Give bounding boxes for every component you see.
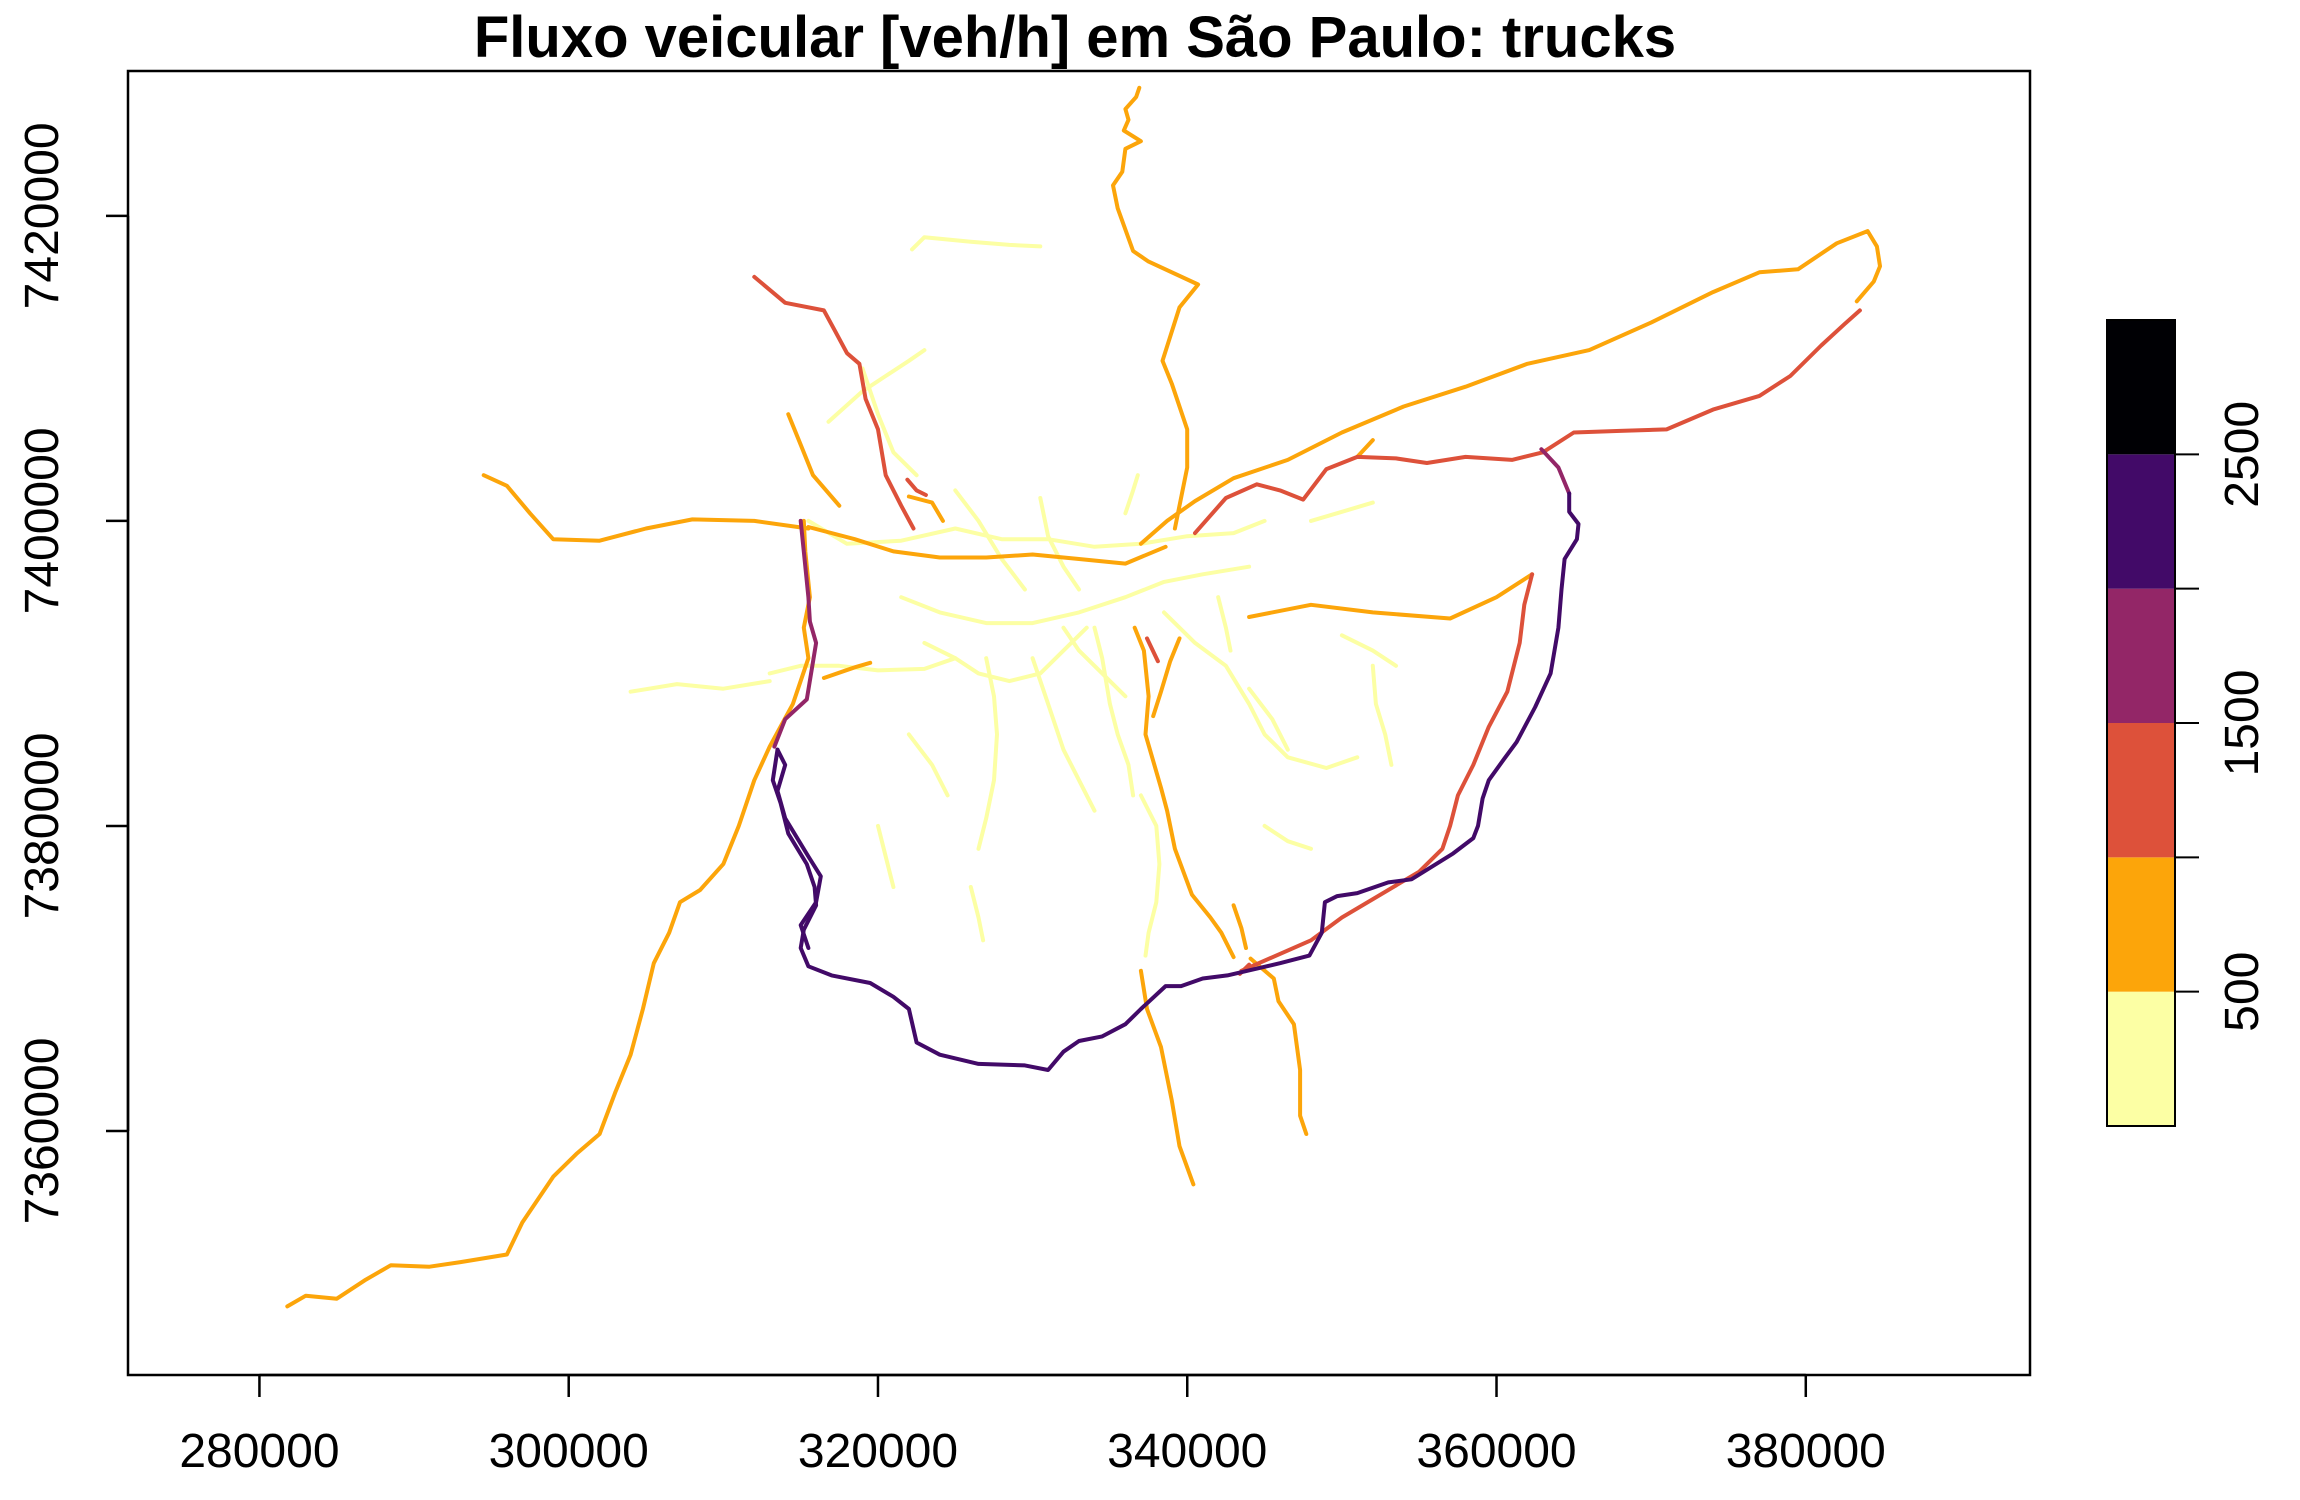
road-segment — [1123, 473, 1140, 516]
road-segment — [1145, 636, 1160, 664]
road-segment — [1162, 610, 1360, 770]
road-segment — [1030, 656, 1097, 813]
road-segment — [1239, 572, 1535, 973]
legend-tick-label: 500 — [2216, 952, 2269, 1032]
road-segment — [1231, 903, 1248, 950]
y-tick-label: 7380000 — [16, 733, 69, 920]
road-segment — [1540, 308, 1862, 455]
y-tick-label: 7420000 — [16, 122, 69, 309]
road-segment — [1247, 686, 1290, 752]
legend-color-bin — [2107, 320, 2175, 455]
roads-layer — [285, 85, 1882, 1309]
road-segment — [806, 525, 1168, 566]
road-segment — [821, 660, 873, 680]
legend-color-bin — [2107, 454, 2175, 589]
road-segment — [786, 412, 842, 508]
road-segment — [905, 477, 928, 497]
legend-tick-label: 2500 — [2216, 401, 2269, 508]
road-segment — [968, 885, 986, 943]
legend-color-bin — [2107, 723, 2175, 858]
road-segment — [1111, 85, 1201, 531]
x-tick-label: 320000 — [798, 1425, 958, 1478]
road-segment — [922, 625, 1089, 684]
road-segment — [1038, 496, 1081, 592]
legend: 500 1500 2500 — [2106, 319, 2269, 1127]
legend-color-bin — [2107, 588, 2175, 723]
road-segment — [1262, 823, 1313, 851]
legend-tick-label: 1500 — [2216, 670, 2269, 777]
road-segment — [1132, 625, 1236, 960]
road-segment — [1339, 633, 1398, 668]
y-axis: 7360000 7380000 7400000 7420000 — [16, 122, 130, 1225]
y-tick-label: 7400000 — [16, 427, 69, 614]
road-segment — [1216, 595, 1233, 653]
road-segment — [752, 274, 916, 531]
road-segment — [826, 348, 927, 424]
road-segment — [628, 679, 772, 694]
x-tick-label: 280000 — [179, 1425, 339, 1478]
road-segment — [1248, 956, 1309, 1136]
road-segment — [481, 473, 811, 543]
road-segment — [1355, 438, 1375, 459]
road-segment — [770, 491, 1581, 1072]
road-segment — [876, 823, 896, 889]
road-segment — [1193, 450, 1545, 536]
road-segment — [860, 366, 919, 478]
road-segment — [1539, 447, 1572, 496]
plot-frame — [126, 69, 2032, 1377]
road-segment — [1370, 663, 1394, 767]
x-axis: 280000 300000 320000 340000 360000 380000 — [179, 1373, 1886, 1478]
road-segment — [976, 656, 999, 851]
road-segment — [772, 518, 819, 749]
road-segment — [1138, 229, 1882, 546]
x-tick-label: 380000 — [1726, 1425, 1886, 1478]
road-segment — [953, 488, 1027, 592]
road-segment — [910, 235, 1043, 252]
road-segment — [1061, 625, 1128, 699]
road-segment — [1151, 636, 1182, 719]
legend-color-bin — [2107, 991, 2175, 1126]
road-segment — [906, 494, 945, 523]
road-segment — [906, 732, 950, 798]
y-tick-label: 7360000 — [16, 1038, 69, 1225]
road-segment — [1309, 500, 1375, 523]
x-tick-label: 360000 — [1416, 1425, 1576, 1478]
road-segment — [899, 564, 1252, 626]
x-tick-label: 340000 — [1107, 1425, 1267, 1478]
plot-title: Fluxo veicular [veh/h] em São Paulo: tru… — [473, 5, 1677, 70]
road-segment — [1092, 625, 1136, 798]
road-segment — [1247, 572, 1535, 621]
road-segment — [775, 747, 823, 950]
x-tick-label: 300000 — [489, 1425, 649, 1478]
legend-color-bin — [2107, 857, 2175, 992]
road-segment — [285, 518, 812, 1309]
road-segment — [1138, 793, 1162, 958]
